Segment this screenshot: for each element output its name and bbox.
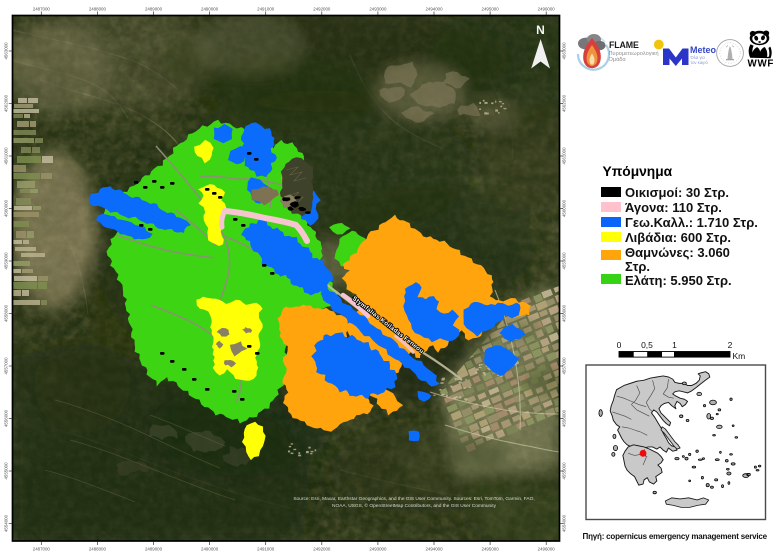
svg-text:4557000: 4557000 xyxy=(4,357,9,375)
svg-text:4555000: 4555000 xyxy=(4,462,9,480)
svg-text:4559000: 4559000 xyxy=(4,252,9,270)
svg-text:4556000: 4556000 xyxy=(562,409,567,427)
svg-text:4559000: 4559000 xyxy=(562,252,567,270)
svg-text:2491000: 2491000 xyxy=(257,7,275,12)
svg-text:4563000: 4563000 xyxy=(562,42,567,60)
svg-text:2495000: 2495000 xyxy=(482,7,500,12)
svg-text:2488000: 2488000 xyxy=(89,7,107,12)
svg-text:2487000: 2487000 xyxy=(33,547,51,552)
svg-text:4555000: 4555000 xyxy=(562,462,567,480)
svg-text:2495000: 2495000 xyxy=(482,547,500,552)
svg-text:4554000: 4554000 xyxy=(4,514,9,532)
svg-text:Source: Esri, Maxar, Earthstar: Source: Esri, Maxar, Earthstar Geographi… xyxy=(293,496,534,502)
svg-text:2496000: 2496000 xyxy=(538,547,556,552)
svg-text:4561000: 4561000 xyxy=(4,147,9,165)
svg-text:WWF: WWF xyxy=(748,59,775,70)
svg-text:N: N xyxy=(536,23,545,37)
svg-text:2493000: 2493000 xyxy=(369,7,387,12)
svg-text:4558000: 4558000 xyxy=(562,304,567,322)
svg-text:2490000: 2490000 xyxy=(201,547,219,552)
svg-text:4563000: 4563000 xyxy=(4,42,9,60)
svg-text:4562000: 4562000 xyxy=(4,94,9,112)
svg-text:4561000: 4561000 xyxy=(562,147,567,165)
svg-text:Km: Km xyxy=(733,351,746,361)
svg-text:4556000: 4556000 xyxy=(4,409,9,427)
svg-text:2493000: 2493000 xyxy=(369,547,387,552)
svg-text:0: 0 xyxy=(617,340,622,350)
svg-text:4554000: 4554000 xyxy=(562,514,567,532)
svg-text:2496000: 2496000 xyxy=(538,7,556,12)
svg-text:2494000: 2494000 xyxy=(425,7,443,12)
svg-text:2491000: 2491000 xyxy=(257,547,275,552)
svg-text:2492000: 2492000 xyxy=(313,7,331,12)
svg-text:4560000: 4560000 xyxy=(4,199,9,217)
svg-text:2490000: 2490000 xyxy=(201,7,219,12)
svg-text:2489000: 2489000 xyxy=(145,7,163,12)
svg-text:4562000: 4562000 xyxy=(562,94,567,112)
svg-text:2488000: 2488000 xyxy=(89,547,107,552)
svg-text:2492000: 2492000 xyxy=(313,547,331,552)
svg-text:4558000: 4558000 xyxy=(4,304,9,322)
svg-text:4557000: 4557000 xyxy=(562,357,567,375)
svg-text:2487000: 2487000 xyxy=(33,7,51,12)
svg-text:2: 2 xyxy=(728,340,733,350)
svg-text:NOAA, USGS, © OpenStreetMap Co: NOAA, USGS, © OpenStreetMap Contributors… xyxy=(332,502,497,509)
svg-text:4560000: 4560000 xyxy=(562,199,567,217)
svg-text:1: 1 xyxy=(672,340,677,350)
svg-text:0,5: 0,5 xyxy=(641,340,653,350)
svg-text:2494000: 2494000 xyxy=(425,547,443,552)
svg-text:2489000: 2489000 xyxy=(145,547,163,552)
